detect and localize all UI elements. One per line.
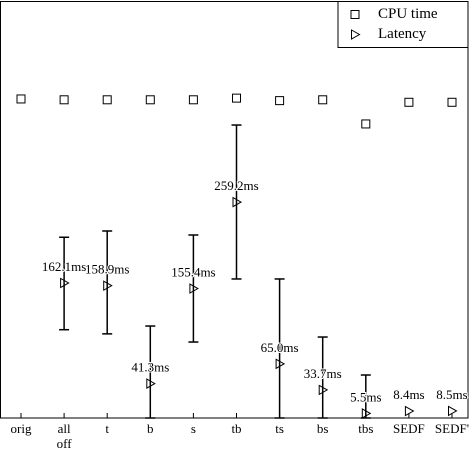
x-tick-label: orig (11, 421, 32, 436)
x-tick-label: ts (275, 421, 284, 436)
data-label: 259.2ms (214, 178, 258, 193)
legend-marker (351, 29, 361, 40)
legend-label: CPU time (378, 6, 438, 22)
data-label: 162.1ms (42, 259, 86, 274)
legend-box (337, 1, 469, 48)
data-label: 5.5ms (350, 389, 381, 404)
x-tick-label: tb (231, 421, 241, 436)
data-label: 8.5ms (436, 387, 467, 402)
triangle-marker (146, 378, 156, 389)
square-marker (188, 95, 198, 105)
triangle-marker (103, 280, 113, 291)
square-marker (361, 119, 371, 129)
square-marker (318, 95, 328, 105)
triangle-marker (448, 405, 458, 417)
square-marker (59, 95, 69, 105)
x-tick-label: t (105, 421, 109, 436)
x-tick-label: SEDF' (435, 421, 469, 436)
square-marker (447, 97, 457, 107)
triangle-marker (189, 283, 199, 294)
x-tick-label: all off (57, 421, 73, 451)
legend-label: Latency (378, 26, 427, 42)
data-label: 41.3ms (131, 360, 169, 375)
square-marker (232, 93, 241, 103)
triangle-marker (318, 384, 329, 396)
triangle-marker (60, 277, 70, 289)
square-marker (404, 97, 414, 107)
data-label: 155.4ms (171, 265, 215, 280)
triangle-marker (404, 405, 415, 417)
triangle-marker (232, 196, 243, 208)
data-label: 33.7ms (304, 366, 342, 381)
square-marker (145, 95, 155, 105)
x-tick-label: s (191, 421, 196, 436)
data-label: 65.0ms (261, 340, 299, 355)
data-label: 158.9ms (85, 262, 129, 277)
x-tick-label: bs (317, 421, 329, 436)
square-marker (275, 96, 285, 106)
x-tick-label: b (147, 421, 154, 436)
x-tick-label: SEDF (393, 421, 425, 436)
square-marker (16, 94, 26, 104)
x-tick-label: tbs (358, 421, 373, 436)
plot-frame (0, 1, 469, 419)
legend-marker (350, 10, 360, 19)
triangle-marker (275, 358, 286, 370)
data-label: 8.4ms (393, 387, 424, 402)
triangle-marker (361, 408, 372, 419)
square-marker (102, 95, 112, 105)
